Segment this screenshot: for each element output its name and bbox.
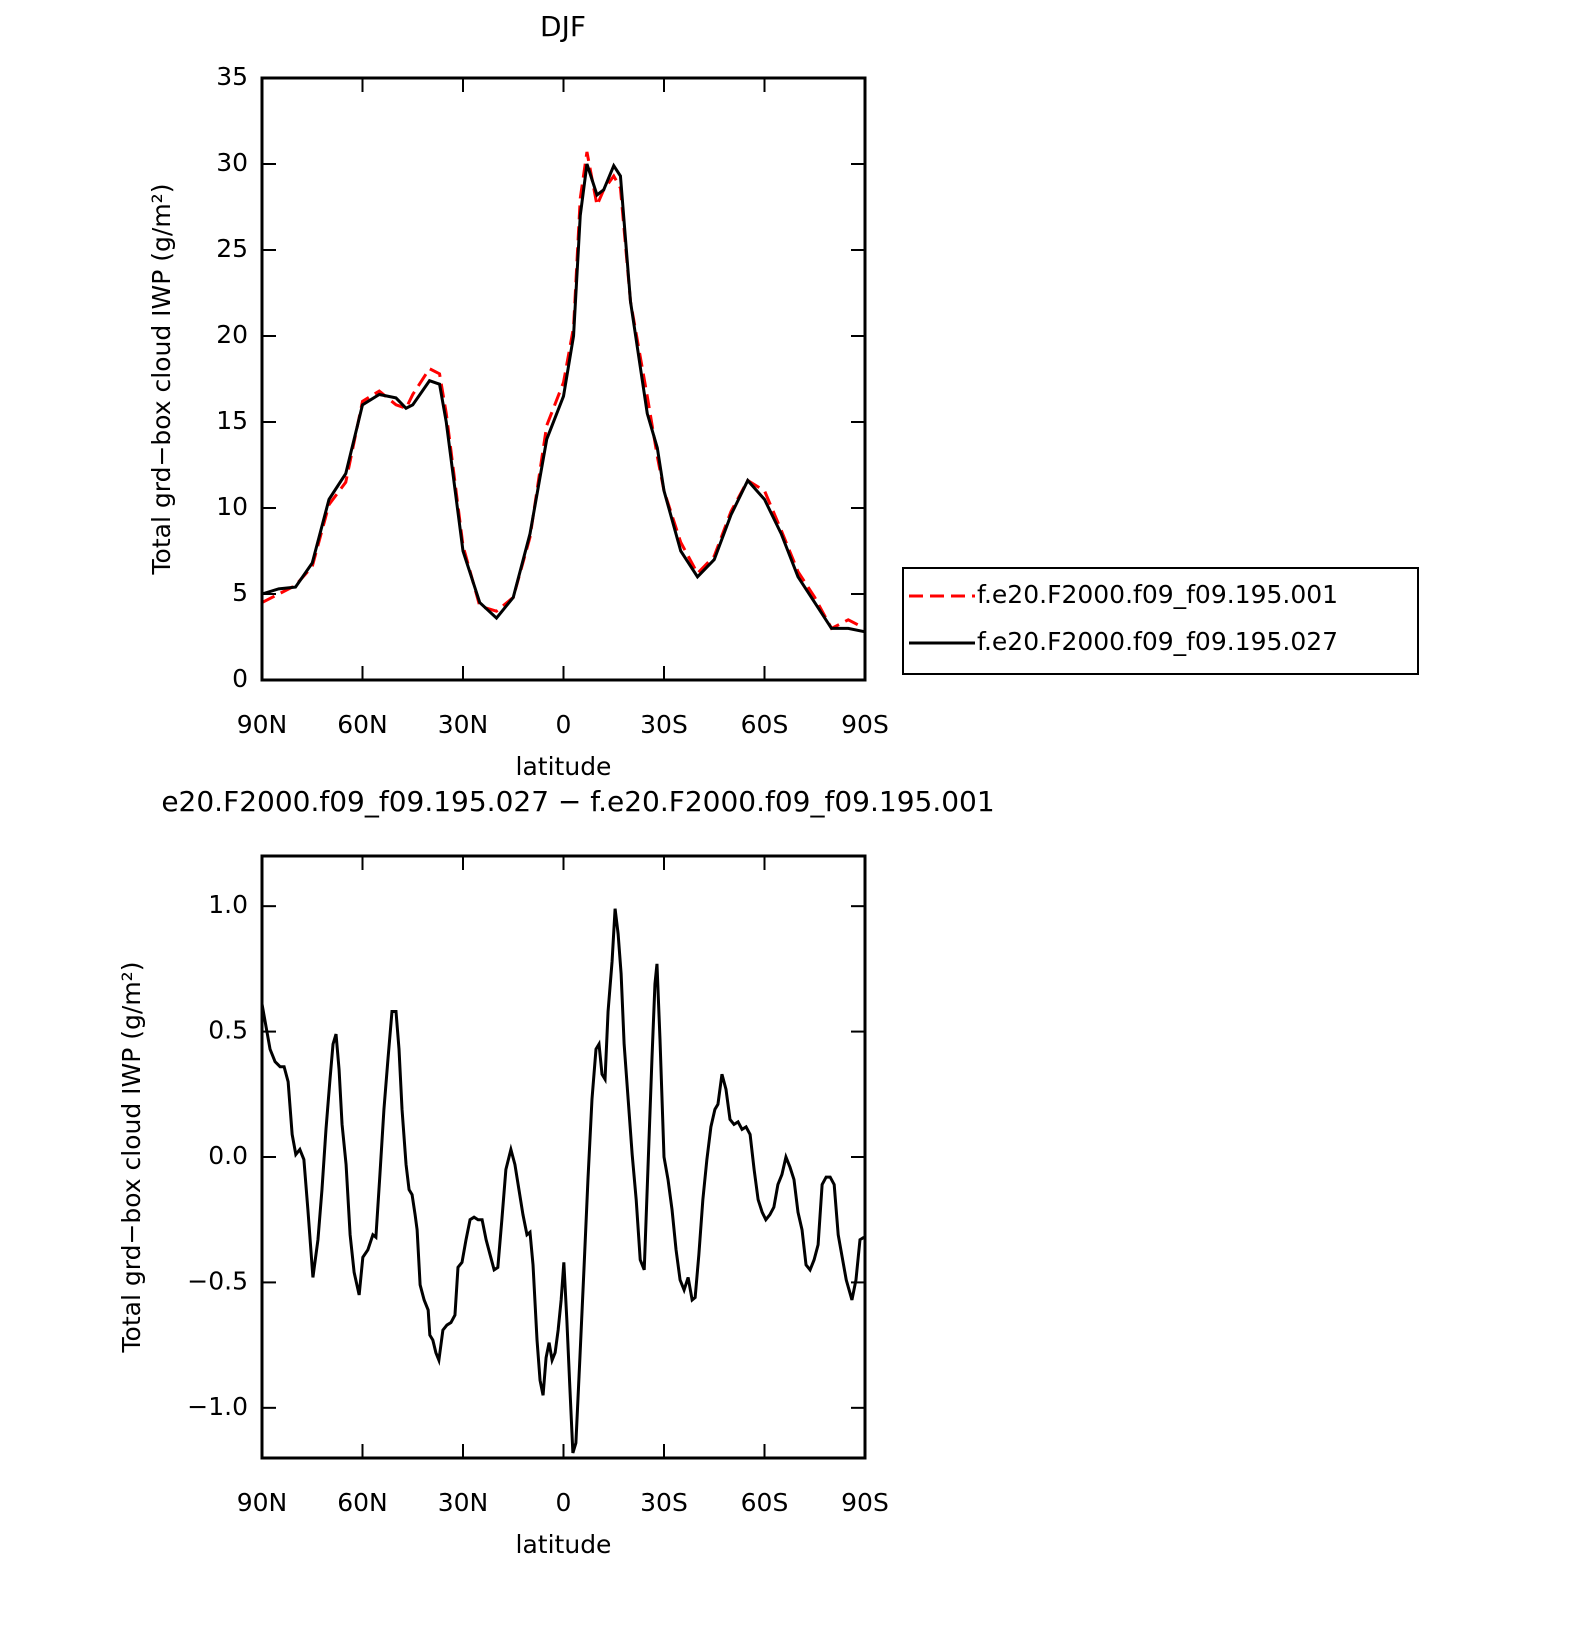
x-axis-label: latitude xyxy=(516,752,612,781)
chart-title: DJF xyxy=(540,10,586,43)
y-tick-label: 0 xyxy=(232,664,248,693)
y-tick-label: 25 xyxy=(216,234,248,263)
y-tick-label: 10 xyxy=(216,492,248,521)
y-tick-label: 5 xyxy=(232,578,248,607)
legend-label: f.e20.F2000.f09_f09.195.001 xyxy=(977,580,1338,609)
y-tick-label: 15 xyxy=(216,406,248,435)
x-tick-label: 60N xyxy=(337,1488,388,1517)
x-tick-label: 90S xyxy=(841,1488,889,1517)
x-tick-label: 60S xyxy=(741,1488,789,1517)
x-tick-label: 90N xyxy=(237,710,288,739)
chart-title: e20.F2000.f09_f09.195.027 − f.e20.F2000.… xyxy=(161,785,994,818)
x-tick-label: 0 xyxy=(556,1488,572,1517)
data-line xyxy=(260,908,865,1454)
y-tick-label: 20 xyxy=(216,320,248,349)
y-tick-label: 0.5 xyxy=(208,1016,248,1045)
data-line xyxy=(261,162,866,634)
x-tick-label: 60N xyxy=(337,710,388,739)
x-tick-label: 90N xyxy=(237,1488,288,1517)
data-line xyxy=(261,151,866,631)
y-tick-label: 0.0 xyxy=(208,1141,248,1170)
y-tick-label: −0.5 xyxy=(187,1266,248,1295)
x-tick-label: 0 xyxy=(556,710,572,739)
y-axis-label: Total grd−box cloud IWP (g/m²) xyxy=(117,962,146,1354)
plot-frame xyxy=(260,854,867,1460)
x-tick-label: 30S xyxy=(640,1488,688,1517)
x-axis-label: latitude xyxy=(516,1530,612,1559)
y-tick-label: 35 xyxy=(216,62,248,91)
y-tick-label: −1.0 xyxy=(187,1392,248,1421)
x-tick-label: 30N xyxy=(438,1488,489,1517)
legend-label: f.e20.F2000.f09_f09.195.027 xyxy=(977,627,1338,656)
plot-frame xyxy=(260,76,867,682)
y-tick-label: 1.0 xyxy=(208,890,248,919)
y-tick-label: 30 xyxy=(216,148,248,177)
legend-box xyxy=(902,567,1419,675)
x-tick-label: 30N xyxy=(438,710,489,739)
y-axis-label: Total grd−box cloud IWP (g/m²) xyxy=(147,184,176,576)
x-tick-label: 60S xyxy=(741,710,789,739)
x-tick-label: 90S xyxy=(841,710,889,739)
x-tick-label: 30S xyxy=(640,710,688,739)
